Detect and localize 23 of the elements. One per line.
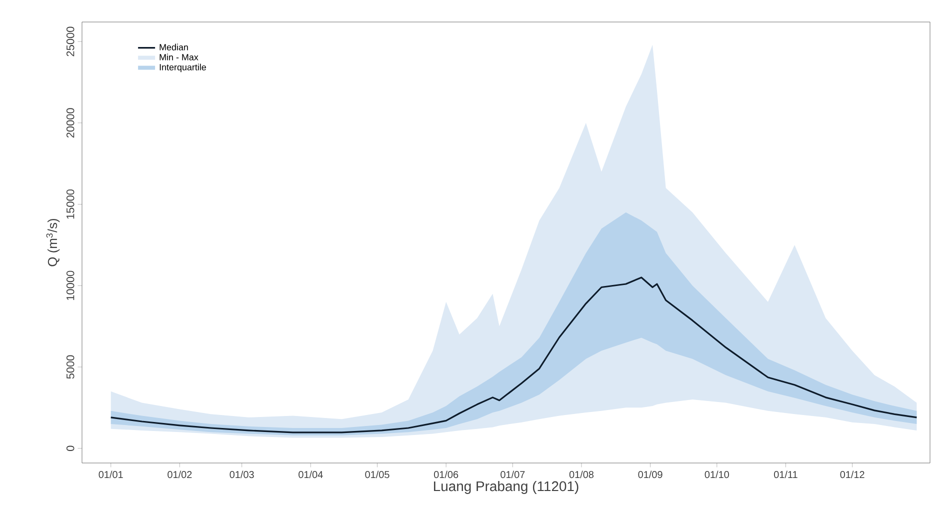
x-tick-label: 01/12 <box>840 470 864 478</box>
y-tick-label: 25000 <box>66 26 74 56</box>
x-tick-label: 01/04 <box>298 470 323 478</box>
y-tick-label: 5000 <box>66 355 74 379</box>
y-axis-title: Q (m$^{3}$/s) <box>46 218 60 266</box>
x-axis-title: Luang Prabang (11201) <box>434 480 578 494</box>
x-tick-label: 01/10 <box>704 470 729 478</box>
legend-label: Min - Max <box>160 54 198 60</box>
y-tick-label: 10000 <box>66 270 74 300</box>
x-tick-label: 01/05 <box>365 470 390 478</box>
x-tick-label: 01/08 <box>569 470 594 478</box>
legend-label: Interquartile <box>160 64 206 72</box>
x-tick-label: 01/03 <box>230 470 254 478</box>
y-tick-label: 0 <box>66 446 74 451</box>
x-tick-label: 01/11 <box>774 470 798 478</box>
legend-label: Median <box>160 44 188 50</box>
y-tick-label: 20000 <box>66 108 74 138</box>
x-tick-label: 01/06 <box>434 470 458 478</box>
x-tick-label: 01/09 <box>638 470 662 478</box>
x-tick-label: 01/02 <box>168 470 192 478</box>
x-tick-label: 01/01 <box>98 470 123 478</box>
x-tick-label: 01/07 <box>500 470 525 478</box>
y-tick-label: 15000 <box>66 189 74 219</box>
